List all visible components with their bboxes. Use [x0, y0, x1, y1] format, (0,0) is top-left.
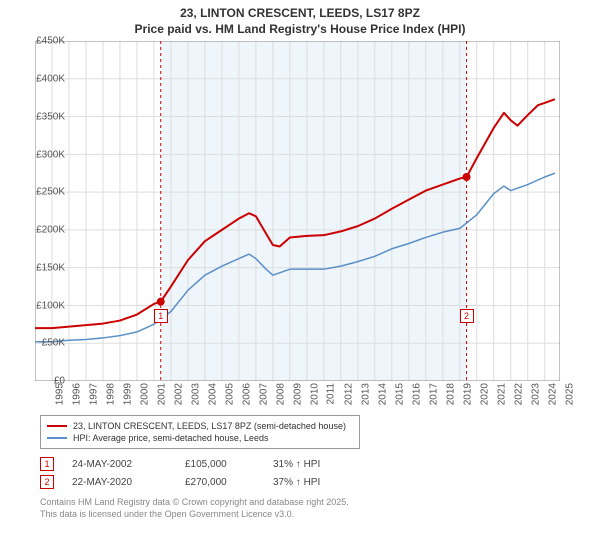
x-tick-label: 2017 [428, 383, 439, 405]
sale-price: £105,000 [185, 459, 255, 470]
sale-date: 24-MAY-2002 [72, 459, 167, 470]
footer-line2: This data is licensed under the Open Gov… [40, 509, 600, 521]
sale-pct: 31% ↑ HPI [273, 459, 368, 470]
y-tick-label: £450K [36, 36, 65, 47]
y-tick-label: £250K [36, 187, 65, 198]
x-tick-label: 2018 [445, 383, 456, 405]
x-tick-label: 2023 [530, 383, 541, 405]
y-tick-label: £400K [36, 73, 65, 84]
x-tick-label: 2008 [275, 383, 286, 405]
x-tick-label: 1998 [105, 383, 116, 405]
x-tick-label: 2006 [241, 383, 252, 405]
sale-marker-2: 2 [460, 309, 474, 323]
x-tick-label: 2016 [411, 383, 422, 405]
title-subtitle: Price paid vs. HM Land Registry's House … [0, 22, 600, 38]
x-tick-label: 1996 [71, 383, 82, 405]
x-tick-label: 2021 [496, 383, 507, 405]
sale-row: 2 22-MAY-2020 £270,000 37% ↑ HPI [40, 473, 600, 491]
legend-label: 23, LINTON CRESCENT, LEEDS, LS17 8PZ (se… [73, 421, 346, 431]
legend-label: HPI: Average price, semi-detached house,… [73, 433, 268, 443]
sale-pct: 37% ↑ HPI [273, 477, 368, 488]
x-tick-label: 2001 [156, 383, 167, 405]
y-tick-label: £200K [36, 225, 65, 236]
x-tick-label: 2011 [325, 383, 336, 405]
x-tick-label: 2009 [292, 383, 303, 405]
x-tick-label: 2025 [564, 383, 575, 405]
legend-swatch [47, 437, 67, 439]
x-tick-label: 2007 [258, 383, 269, 405]
x-tick-label: 2024 [547, 383, 558, 405]
legend-swatch [47, 425, 67, 427]
x-tick-label: 2005 [224, 383, 235, 405]
x-tick-label: 1995 [54, 383, 65, 405]
sale-price: £270,000 [185, 477, 255, 488]
x-tick-label: 2012 [343, 383, 354, 405]
y-tick-label: £350K [36, 111, 65, 122]
x-tick-label: 2002 [173, 383, 184, 405]
x-tick-label: 2004 [207, 383, 218, 405]
legend-item: 23, LINTON CRESCENT, LEEDS, LS17 8PZ (se… [47, 420, 353, 432]
x-tick-label: 2014 [377, 383, 388, 405]
legend-item: HPI: Average price, semi-detached house,… [47, 432, 353, 444]
y-tick-label: £100K [36, 300, 65, 311]
footer: Contains HM Land Registry data © Crown c… [40, 497, 600, 520]
sale-date: 22-MAY-2020 [72, 477, 167, 488]
x-tick-label: 2022 [513, 383, 524, 405]
chart-container: 23, LINTON CRESCENT, LEEDS, LS17 8PZ Pri… [0, 0, 600, 560]
sale-marker-box: 2 [40, 475, 54, 489]
sale-row: 1 24-MAY-2002 £105,000 31% ↑ HPI [40, 455, 600, 473]
x-tick-label: 2015 [394, 383, 405, 405]
y-tick-label: £300K [36, 149, 65, 160]
sales-table: 1 24-MAY-2002 £105,000 31% ↑ HPI 2 22-MAY-202… [40, 455, 600, 491]
title-address: 23, LINTON CRESCENT, LEEDS, LS17 8PZ [0, 6, 600, 22]
y-tick-label: £150K [36, 262, 65, 273]
legend: 23, LINTON CRESCENT, LEEDS, LS17 8PZ (se… [40, 415, 360, 449]
x-tick-label: 2020 [479, 383, 490, 405]
x-tick-label: 2010 [309, 383, 320, 405]
chart-area: £0£50K£100K£150K£200K£250K£300K£350K£400… [35, 41, 595, 411]
title-block: 23, LINTON CRESCENT, LEEDS, LS17 8PZ Pri… [0, 0, 600, 41]
x-tick-label: 2003 [190, 383, 201, 405]
line-chart [35, 41, 560, 381]
x-tick-label: 2000 [139, 383, 150, 405]
x-tick-label: 1999 [122, 383, 133, 405]
sale-marker-1: 1 [154, 309, 168, 323]
x-tick-label: 1997 [88, 383, 99, 405]
sale-marker-box: 1 [40, 457, 54, 471]
x-tick-label: 2019 [462, 383, 473, 405]
y-tick-label: £50K [42, 338, 65, 349]
x-tick-label: 2013 [360, 383, 371, 405]
footer-line1: Contains HM Land Registry data © Crown c… [40, 497, 600, 509]
